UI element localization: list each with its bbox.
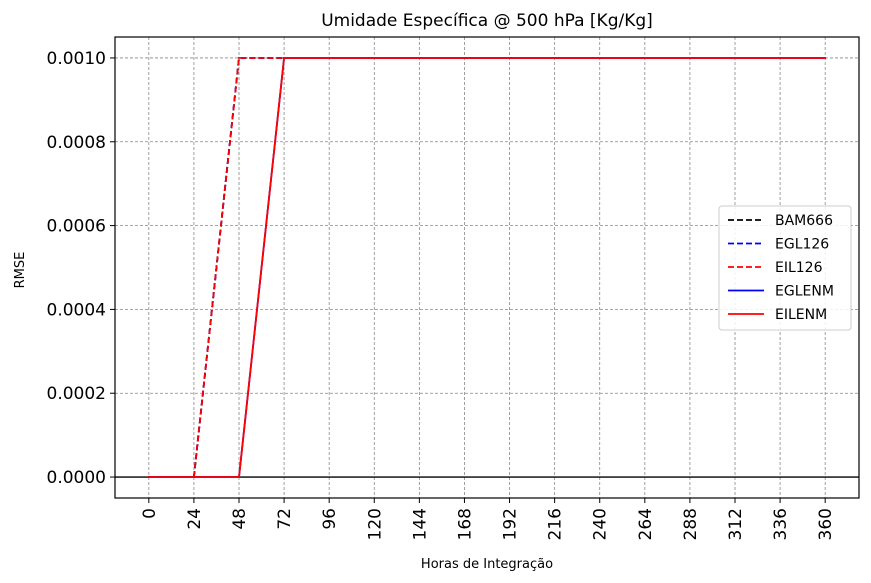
x-tick-label: 168: [455, 508, 475, 540]
y-tick-label: 0.0008: [47, 133, 106, 153]
data-point-eilenm: [193, 476, 195, 478]
data-point-eilenm: [283, 57, 285, 59]
data-point-eil126: [238, 57, 240, 59]
series-line-eilenm: [148, 57, 826, 478]
x-axis-label: Horas de Integração: [421, 557, 553, 572]
legend-label-eilenm: EILENM: [775, 307, 827, 323]
chart-title: Umidade Específica @ 500 hPa [Kg/Kg]: [321, 11, 653, 31]
data-point-eilenm: [643, 57, 646, 59]
data-point-eilenm: [418, 57, 421, 59]
legend: BAM666 EGL126 EIL126 EGLENM EILENM: [718, 205, 852, 331]
data-point-eilenm: [553, 57, 556, 59]
x-tick-label: 0: [140, 508, 160, 519]
data-point-eilenm: [779, 57, 781, 59]
x-tick-label: 72: [275, 508, 295, 530]
x-tick-label: 192: [501, 508, 521, 540]
legend-box: [718, 205, 852, 331]
y-tick-label: 0.0000: [47, 468, 106, 488]
x-axis-ticks: 0 24 48 72 96 120 144 168 192 216 240 264 288 312 336 3…: [140, 498, 836, 540]
data-point-eilenm: [328, 57, 331, 59]
x-tick-label: 264: [636, 508, 656, 540]
data-point-eilenm: [598, 57, 601, 59]
plot-frame: [114, 36, 860, 499]
y-tick-label: 0.0010: [47, 49, 106, 69]
data-point-eilenm: [147, 476, 150, 478]
legend-label-eglenm: EGLENM: [775, 284, 834, 300]
data-point-eilenm: [689, 57, 691, 59]
x-tick-label: 288: [681, 508, 701, 540]
data-series: [147, 57, 827, 478]
data-point-eilenm: [373, 57, 376, 59]
data-point-eilenm: [238, 476, 240, 478]
data-point-eilenm: [463, 57, 466, 59]
legend-label-eil126: EIL126: [775, 260, 823, 276]
x-tick-label: 216: [546, 508, 566, 540]
y-tick-label: 0.0004: [47, 300, 106, 320]
y-axis-label: RMSE: [13, 252, 28, 289]
y-tick-label: 0.0002: [47, 384, 106, 404]
y-axis-ticks: 0.0000 0.0002 0.0004 0.0006 0.0008 0.0010: [47, 49, 115, 488]
legend-label-bam666: BAM666: [775, 213, 833, 229]
data-point-eilenm: [824, 57, 827, 59]
y-tick-label: 0.0006: [47, 217, 106, 237]
x-tick-label: 120: [365, 508, 385, 540]
data-point-eilenm: [734, 57, 736, 59]
x-tick-label: 312: [726, 508, 746, 540]
x-tick-label: 360: [816, 508, 836, 540]
x-tick-label: 96: [320, 508, 340, 530]
x-tick-label: 240: [591, 508, 611, 540]
x-tick-label: 144: [410, 508, 430, 540]
x-tick-label: 24: [185, 508, 205, 530]
data-point-eilenm: [508, 57, 511, 59]
x-tick-label: 48: [230, 508, 250, 530]
x-tick-label: 336: [771, 508, 791, 540]
legend-label-egl126: EGL126: [775, 237, 829, 253]
